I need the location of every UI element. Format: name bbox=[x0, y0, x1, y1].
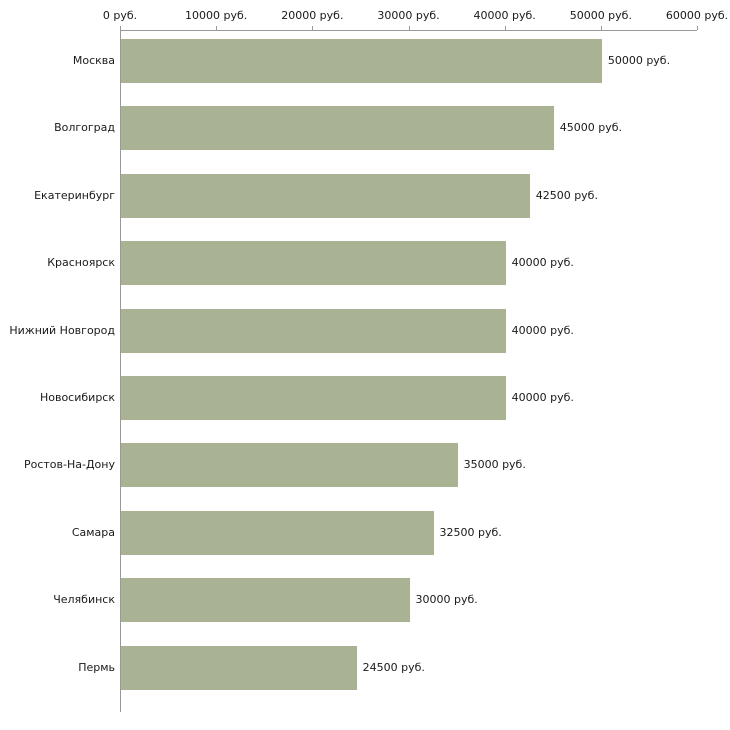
bar bbox=[121, 443, 458, 488]
bar bbox=[121, 376, 506, 420]
category-label: Екатеринбург bbox=[34, 188, 115, 202]
category-label: Красноярск bbox=[47, 256, 115, 270]
x-tick-mark bbox=[504, 26, 506, 30]
x-tick-label: 50000 руб. bbox=[569, 9, 632, 22]
bar bbox=[121, 510, 434, 555]
bar-row: Москва 50000 руб. bbox=[73, 39, 697, 83]
value-label: 30000 руб. bbox=[415, 593, 478, 607]
category-label: Пермь bbox=[78, 660, 115, 674]
bar bbox=[121, 39, 602, 83]
value-label: 45000 руб. bbox=[559, 121, 623, 135]
bar-row: Самара 32500 руб. bbox=[72, 510, 697, 555]
x-tick-mark bbox=[697, 26, 698, 30]
x-tick-mark bbox=[120, 26, 121, 30]
bar-row: Челябинск 30000 руб. bbox=[53, 578, 697, 623]
category-label: Нижний Новгород bbox=[9, 323, 115, 337]
value-label: 40000 руб. bbox=[511, 323, 574, 337]
category-label: Ростов-На-Дону bbox=[23, 458, 115, 472]
value-label: 32500 руб. bbox=[439, 525, 502, 539]
x-tick-label: 30000 руб. bbox=[377, 9, 440, 22]
bar-row: Ростов-На-Дону 35000 руб. bbox=[24, 443, 697, 488]
bar-row: Красноярск 40000 руб. bbox=[47, 241, 697, 286]
value-label: 42500 руб. bbox=[535, 188, 598, 202]
category-label: Новосибирск bbox=[39, 391, 115, 404]
bar-row: Новосибирск 40000 руб. bbox=[40, 376, 697, 420]
category-label: Волгоград bbox=[54, 121, 115, 135]
x-tick-label: 10000 руб. bbox=[185, 9, 248, 22]
value-label: 35000 руб. bbox=[463, 458, 526, 472]
x-tick-mark bbox=[408, 26, 410, 30]
bar-row: Екатеринбург 42500 руб. bbox=[34, 173, 697, 218]
x-tick-mark bbox=[216, 26, 218, 30]
value-label: 50000 руб. bbox=[607, 54, 671, 67]
bar-row: Волгоград 45000 руб. bbox=[54, 106, 697, 151]
bar bbox=[121, 308, 506, 353]
x-tick-label: 40000 руб. bbox=[473, 9, 536, 22]
x-tick-label: 60000 руб. bbox=[665, 9, 729, 22]
x-tick-label: 0 руб. bbox=[102, 9, 138, 22]
bar bbox=[121, 645, 357, 690]
category-label: Челябинск bbox=[53, 593, 115, 607]
plot-area: Москва 50000 руб. Волгоград 45000 руб. Екате… bbox=[9, 30, 697, 712]
x-tick-mark bbox=[600, 26, 602, 30]
value-label: 24500 руб. bbox=[362, 660, 425, 674]
value-label: 40000 руб. bbox=[511, 391, 574, 404]
x-tick-mark bbox=[312, 26, 314, 30]
x-axis: 0 руб. 10000 руб. 20000 руб. 30000 руб. 4000… bbox=[103, 0, 728, 30]
bar bbox=[121, 578, 410, 623]
x-tick-label: 20000 руб. bbox=[281, 9, 344, 22]
category-label: Самара bbox=[71, 525, 115, 539]
category-label: Москва bbox=[72, 54, 115, 67]
bar bbox=[121, 173, 530, 218]
bar bbox=[121, 241, 506, 286]
bar-row: Пермь 24500 руб. bbox=[78, 645, 697, 690]
bar-row: Нижний Новгород 40000 руб. bbox=[9, 308, 697, 353]
value-label: 40000 руб. bbox=[511, 256, 574, 270]
bar bbox=[121, 106, 554, 151]
